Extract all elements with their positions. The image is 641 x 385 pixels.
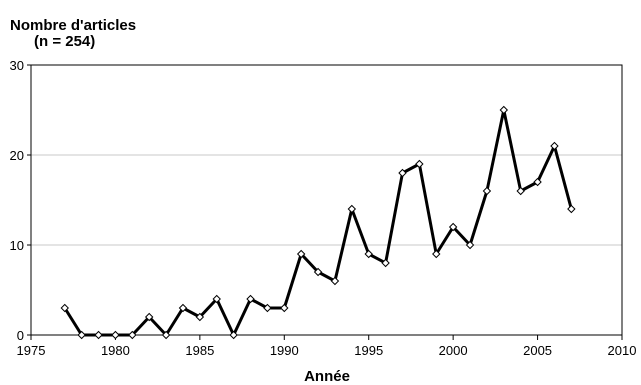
data-point <box>432 249 441 259</box>
data-point <box>246 294 255 304</box>
series-line <box>63 108 573 337</box>
data-point <box>178 303 188 313</box>
data-point <box>60 303 69 313</box>
data-point <box>263 303 272 313</box>
x-tick-label: 2005 <box>523 343 552 358</box>
x-tick-label: 1980 <box>101 343 130 358</box>
x-tick-label: 1990 <box>270 343 299 358</box>
x-tick-label: 1995 <box>354 343 383 358</box>
y-axis-title-line-1: Nombre d'articles <box>10 17 136 34</box>
data-point <box>296 249 306 259</box>
data-point <box>347 204 357 214</box>
data-point <box>415 159 424 169</box>
data-point <box>280 303 289 313</box>
data-point <box>567 204 576 214</box>
x-tick-label: 1975 <box>17 343 46 358</box>
x-tick-label: 1985 <box>185 343 214 358</box>
data-point <box>516 186 525 196</box>
data-point <box>465 240 475 250</box>
data-point <box>144 312 154 322</box>
data-point <box>195 312 205 322</box>
data-markers <box>60 105 576 340</box>
data-point <box>398 168 407 178</box>
y-tick-label: 30 <box>10 58 24 73</box>
data-point <box>77 330 86 340</box>
x-axis-title: Année <box>304 368 350 385</box>
y-tick-label: 10 <box>10 238 24 253</box>
data-point <box>111 330 120 340</box>
plot-frame <box>30 64 623 336</box>
data-point <box>94 330 103 340</box>
data-point <box>330 276 340 286</box>
data-point <box>499 105 509 115</box>
data-point <box>161 330 171 340</box>
data-point <box>533 177 542 187</box>
data-point <box>482 186 492 196</box>
data-point <box>364 249 373 259</box>
y-tick-label: 20 <box>10 148 24 163</box>
axis-ticks: 0 10 20 30 1975 1980 1985 1990 1995 2000 2005 2010 <box>10 58 637 358</box>
data-point <box>313 267 323 277</box>
y-axis-title-line-2: (n = 254) <box>34 33 95 50</box>
data-point <box>128 330 137 340</box>
data-point <box>381 258 390 268</box>
y-tick-label: 0 <box>17 328 24 343</box>
data-point <box>229 330 238 340</box>
x-tick-label: 2000 <box>439 343 468 358</box>
data-point <box>212 294 221 304</box>
data-point <box>448 222 458 232</box>
x-tick-label: 2010 <box>608 343 637 358</box>
gridlines <box>31 154 622 246</box>
data-point <box>550 141 559 151</box>
